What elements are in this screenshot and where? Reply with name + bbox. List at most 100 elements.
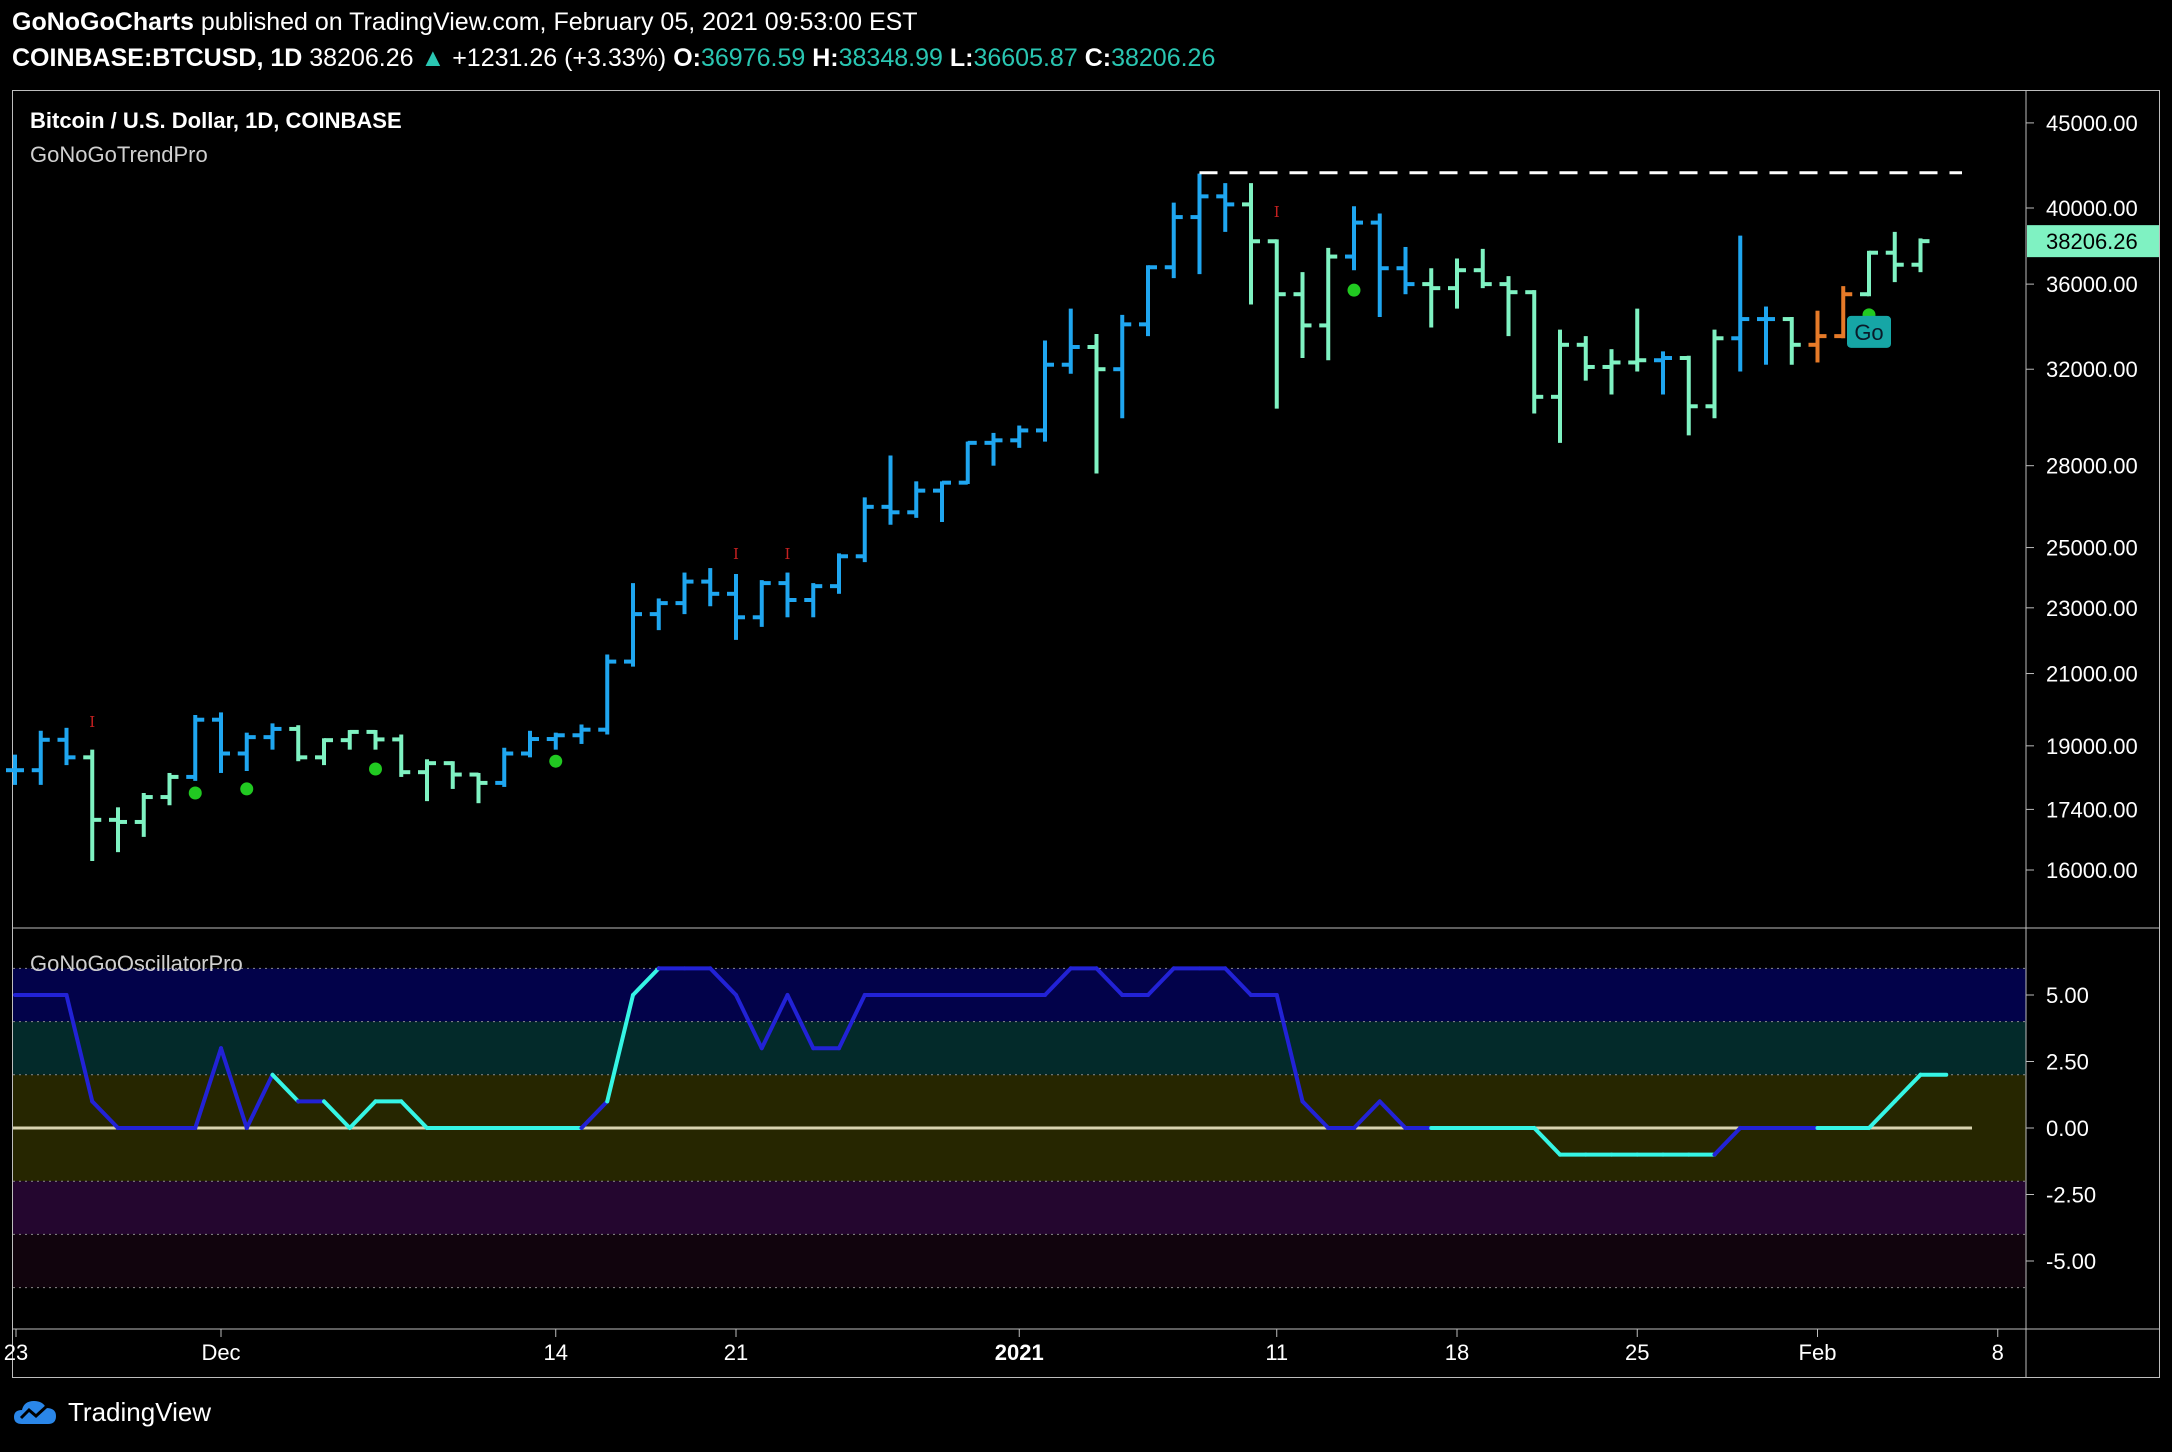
trend-dot <box>1347 283 1361 297</box>
oscillator-pane <box>13 966 1972 1157</box>
ohlc-bar <box>263 723 282 750</box>
ohlc-bar <box>727 574 745 640</box>
symbol: COINBASE:BTCUSD, 1D <box>12 44 303 72</box>
last-price: 38206.26 <box>309 44 414 72</box>
ohlc-bar <box>1860 250 1878 297</box>
oscillator-segment <box>1274 993 1305 1104</box>
ohlc-bar <box>1396 246 1415 295</box>
oscillator-segment <box>1867 1099 1897 1130</box>
time-tick-label: 2021 <box>995 1340 1044 1365</box>
time-tick-label: 23 <box>4 1340 28 1365</box>
ohlc-bar <box>418 759 436 802</box>
price-tick-label: 25000.00 <box>2046 536 2138 561</box>
tradingview-brand[interactable]: TradingView <box>12 1396 211 1428</box>
last-price-tag <box>2027 225 2159 258</box>
ohlc-bar <box>855 497 874 563</box>
ohlc-bar <box>289 725 308 762</box>
published-text: published on TradingView.com, February 0… <box>200 8 918 36</box>
ohlc-bar <box>6 754 24 785</box>
ohlc-bar <box>521 730 539 758</box>
oscillator-segment <box>579 1099 610 1130</box>
publisher-name[interactable]: GoNoGoCharts <box>12 8 194 36</box>
ohlc-bar <box>881 455 900 525</box>
oscillator-segment <box>244 1072 275 1130</box>
ohlc-bar <box>212 712 230 773</box>
ohlc-bar <box>1834 286 1853 339</box>
ohlc-bar <box>598 654 617 735</box>
ohlc-bar <box>1731 235 1750 372</box>
ohlc-bar <box>186 714 205 781</box>
ohlc-bar <box>649 598 668 631</box>
ohlc-bar <box>1473 248 1492 289</box>
ohlc-bar <box>1242 183 1260 305</box>
ohlc-bar <box>958 440 977 485</box>
open-value: 36976.59 <box>700 44 806 72</box>
ohlc-bar <box>31 730 50 785</box>
oscillator-segment <box>1300 1099 1331 1130</box>
price-tick-label: 23000.00 <box>2046 596 2138 621</box>
ohlc-bar <box>1422 268 1441 328</box>
brand-name: TradingView <box>68 1396 212 1427</box>
time-tick-label: 11 <box>1265 1340 1288 1365</box>
trend-dot <box>188 786 202 800</box>
trend-dot <box>369 762 382 776</box>
ohlc-bar <box>392 734 411 777</box>
ohlc-bar <box>109 807 127 853</box>
ohlc-bar <box>366 729 385 750</box>
ohlc-bar <box>1808 310 1827 363</box>
countertrend-marker: I <box>1274 203 1280 221</box>
oscillator-segment <box>759 993 790 1051</box>
go-label-box <box>1847 315 1891 348</box>
ohlc-bar <box>1525 290 1544 414</box>
oscillator-segment <box>785 993 816 1051</box>
trend-indicator-name: GoNoGoTrendPro <box>30 142 208 167</box>
price-tick-label: 16000.00 <box>2046 858 2138 883</box>
high-value: 38348.99 <box>838 44 943 72</box>
publish-line: GoNoGoCharts published on TradingView.co… <box>12 8 918 37</box>
oscillator-band <box>13 1021 2026 1075</box>
ohlc-bar <box>1654 351 1672 395</box>
oscillator-segment <box>605 993 635 1104</box>
ohlc-bar <box>495 747 514 787</box>
low-label: L: <box>949 44 974 72</box>
ohlc-bar <box>933 480 951 523</box>
close-value: 38206.26 <box>1111 44 1216 72</box>
price-tick-label: 45000.00 <box>2046 111 2138 136</box>
ohlc-bar <box>624 583 642 667</box>
oscillator-band <box>13 1181 2026 1235</box>
ohlc-bar <box>1602 349 1621 395</box>
chart-canvas[interactable]: I I I I Go 45000.00 40000.00 36000.00 32000.00 2… <box>0 0 2172 1390</box>
price-pane: I I I I Go <box>6 171 1962 862</box>
ohlc-bar <box>752 580 771 627</box>
oscillator-segment <box>1094 966 1125 997</box>
oscillator-segment <box>734 993 764 1051</box>
oscillator-segment <box>219 1046 249 1130</box>
price-tick-label: 21000.00 <box>2046 662 2138 687</box>
oscillator-segment <box>1712 1126 1743 1157</box>
ohlc-bar <box>1679 355 1698 436</box>
ohlc-bar <box>1345 206 1363 271</box>
price-change: +1231.26 (+3.33%) <box>452 44 667 72</box>
price-tick-label: 36000.00 <box>2046 272 2138 297</box>
oscillator-segment <box>1146 966 1176 997</box>
ohlc-bar <box>1499 276 1518 337</box>
cloud-icon <box>14 1401 56 1424</box>
ohlc-bar <box>907 481 926 518</box>
chart-frame <box>12 90 2160 1378</box>
ohlc-bar <box>1190 173 1209 275</box>
ohlc-bar <box>984 432 1003 466</box>
low-value: 36605.87 <box>973 44 1078 72</box>
ohlc-bar <box>1036 340 1054 442</box>
osc-tick-label: -2.50 <box>2046 1183 2096 1208</box>
ohlc-bar <box>1628 308 1647 372</box>
ohlc-bar <box>469 772 488 804</box>
go-label: Go <box>1854 320 1883 345</box>
oscillator-segment <box>399 1099 429 1130</box>
oscillator-segment <box>1532 1126 1562 1157</box>
ohlc-bar <box>1113 314 1132 419</box>
ohlc-bar <box>546 732 565 750</box>
oscillator-segment <box>837 993 867 1051</box>
oscillator-segment <box>1043 966 1073 997</box>
ohlc-bar <box>1705 329 1724 419</box>
ohlc-bar <box>1010 425 1029 448</box>
